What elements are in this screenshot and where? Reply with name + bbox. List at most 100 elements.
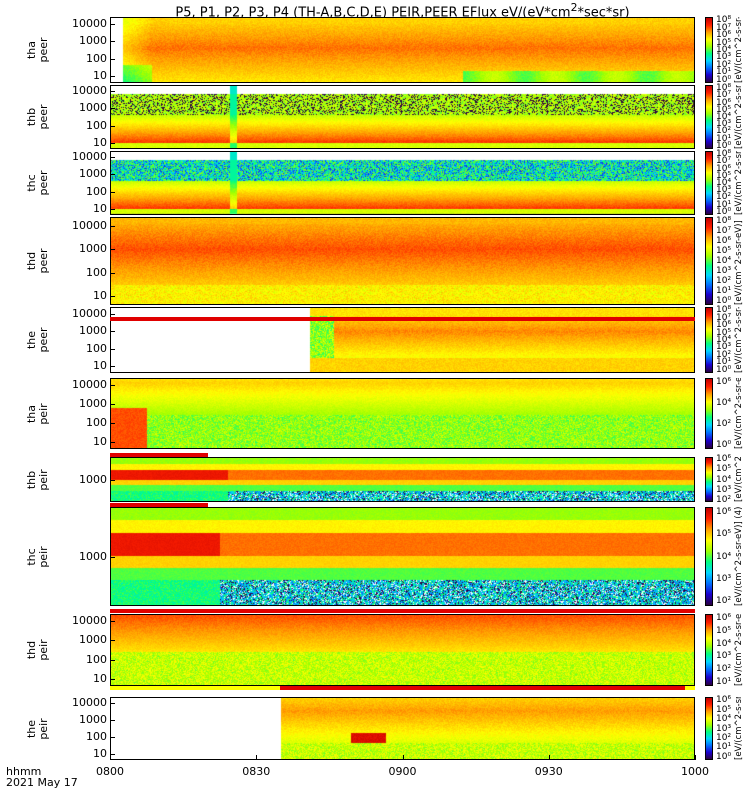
colorbar xyxy=(705,378,713,449)
y-tick-mark xyxy=(110,640,115,642)
y-tick-mark xyxy=(110,441,115,443)
colorbar-tick-label: 10⁷ xyxy=(716,90,732,101)
colorbar-tick-label: 10⁴ xyxy=(716,714,732,725)
colorbar-tick-label: 10¹ xyxy=(716,67,732,78)
colorbar-tick-label: 10¹ xyxy=(716,742,732,753)
spectrogram-image xyxy=(111,698,694,759)
y-axis-label: thd peir xyxy=(25,639,50,661)
x-tick-label: 0800 xyxy=(96,765,124,778)
colorbar-tick-label: 10¹ xyxy=(716,199,732,210)
colorbar-tick-label: 10² xyxy=(716,275,732,286)
colorbar xyxy=(705,217,713,305)
colorbar-tick-label: 10² xyxy=(716,59,732,70)
y-tick-label: 10000 xyxy=(72,150,107,164)
colorbar-tick-label: 10⁸ xyxy=(716,83,732,94)
colorbar-unit-label: [eV/(cm^2-s-sr-eV)] (4) xyxy=(734,697,744,760)
y-tick-label: 1000 xyxy=(79,34,107,48)
colorbar-unit-label: [eV/(cm^2-s-sr-eV)] (4) xyxy=(734,614,744,686)
colorbar-tick-label: 10³ xyxy=(716,484,732,495)
quality-strip xyxy=(110,453,208,457)
y-tick-label: 10000 xyxy=(72,16,107,30)
y-tick-mark xyxy=(110,125,115,127)
y-tick-mark xyxy=(110,174,115,176)
y-tick-label: 10000 xyxy=(72,696,107,710)
quality-strip xyxy=(110,503,208,507)
colorbar-tick-label: 10⁰ xyxy=(716,295,732,306)
y-tick-label: 10 xyxy=(93,69,107,83)
colorbar xyxy=(705,457,713,502)
panel-thc-peer: thc peer 10000 1000 100 10 xyxy=(25,151,695,215)
spectrogram-thc-peer xyxy=(110,151,695,215)
colorbar xyxy=(705,614,713,686)
y-tick-mark xyxy=(110,313,115,315)
y-tick-mark xyxy=(110,621,115,623)
colorbar-tick-label: 10³ xyxy=(716,119,732,130)
y-tick-label: 1000 xyxy=(79,167,107,181)
y-tick-label: 10000 xyxy=(72,614,107,628)
panel-tha-peer: tha peer 10000 1000 100 10 xyxy=(25,17,695,83)
panel-thd-peir: thd peir 10000 1000 100 10 xyxy=(25,614,695,686)
y-tick-mark xyxy=(110,422,115,424)
colorbar-tick-label: 10² xyxy=(716,664,732,675)
quality-strip xyxy=(110,686,280,690)
colorbar-tick-label: 10⁵ xyxy=(716,246,732,257)
y-tick-mark xyxy=(110,272,115,274)
colorbar-tick-label: 10⁶ xyxy=(716,612,732,623)
colorbar-tick-label: 10⁸ xyxy=(716,216,732,227)
quality-strip xyxy=(685,686,695,690)
colorbar-unit-label: [eV/(cm^2-s-sr-eV)] (4) xyxy=(734,378,744,449)
colorbar xyxy=(705,697,713,760)
colorbar-tick-label: 10³ xyxy=(716,185,732,196)
panel-thd-peer: thd peer 10000 1000 100 10 xyxy=(25,217,695,305)
y-tick-mark xyxy=(110,157,115,159)
colorbar-tick-label: 10⁵ xyxy=(716,104,732,115)
colorbar-tick-label: 10⁴ xyxy=(716,335,732,345)
quality-strip xyxy=(110,609,695,613)
colorbar-unit-label: [eV/(cm^2-s-sr-eV)] (4) xyxy=(734,151,744,215)
y-tick-mark xyxy=(110,296,115,298)
y-axis-label: the peir xyxy=(25,717,50,740)
y-tick-label: 1000 xyxy=(79,397,107,411)
colorbar-tick-label: 10² xyxy=(716,732,732,743)
y-tick-label: 100 xyxy=(86,51,107,65)
colorbar-tick-label: 10³ xyxy=(716,265,732,276)
colorbar-tick-label: 10² xyxy=(716,192,732,203)
colorbar-tick-label: 10⁴ xyxy=(716,551,732,562)
x-tick-label: 0930 xyxy=(534,765,563,778)
spectrogram-thd-peir xyxy=(110,614,695,686)
colorbar-unit-label: [eV/(cm^2-s-sr-eV)] (4) xyxy=(734,17,744,83)
y-axis-label: tha peir xyxy=(25,402,50,425)
spectrogram-image xyxy=(111,18,694,82)
colorbar-tick-label: 10⁴ xyxy=(716,474,732,485)
y-tick-label: 100 xyxy=(86,265,107,279)
colorbar-tick-label: 10⁵ xyxy=(716,464,732,475)
y-tick-label: 10 xyxy=(93,289,107,303)
colorbar-tick-label: 10⁵ xyxy=(716,625,732,636)
colorbar-tick-label: 10⁷ xyxy=(716,312,732,323)
spectrogram-image xyxy=(111,86,694,148)
spectrogram-image xyxy=(111,379,694,448)
x-tick-label: 0830 xyxy=(242,765,271,778)
spectrogram-tha-peir xyxy=(110,378,695,449)
spectrogram-thd-peer xyxy=(110,217,695,305)
colorbar-tick-label: 10⁴ xyxy=(716,256,732,266)
y-tick-label: 100 xyxy=(86,415,107,429)
colorbar-tick-label: 10⁶ xyxy=(716,97,732,108)
colorbar-tick-label: 10⁶ xyxy=(716,236,732,247)
colorbar-tick-label: 10⁶ xyxy=(716,506,732,517)
y-tick-label: 1000 xyxy=(79,713,107,727)
y-tick-label: 1000 xyxy=(79,633,107,647)
panel-thb-peir: thb peir 1000 xyxy=(25,457,695,502)
y-tick-label: 1000 xyxy=(79,472,107,486)
quality-strip xyxy=(280,686,685,690)
y-tick-mark xyxy=(110,191,115,193)
y-tick-label: 10000 xyxy=(72,306,107,320)
colorbar-unit-label: [eV/(cm^2-s-sr-eV)] (4) xyxy=(734,457,744,502)
colorbar-tick-label: 10¹ xyxy=(716,357,732,368)
y-axis-label: thd peer xyxy=(25,248,50,274)
y-tick-label: 10 xyxy=(93,201,107,215)
colorbar-tick-label: 10² xyxy=(716,419,732,430)
y-tick-label: 10000 xyxy=(72,84,107,98)
y-tick-mark xyxy=(110,58,115,60)
colorbar-tick-label: 10⁶ xyxy=(716,163,732,174)
